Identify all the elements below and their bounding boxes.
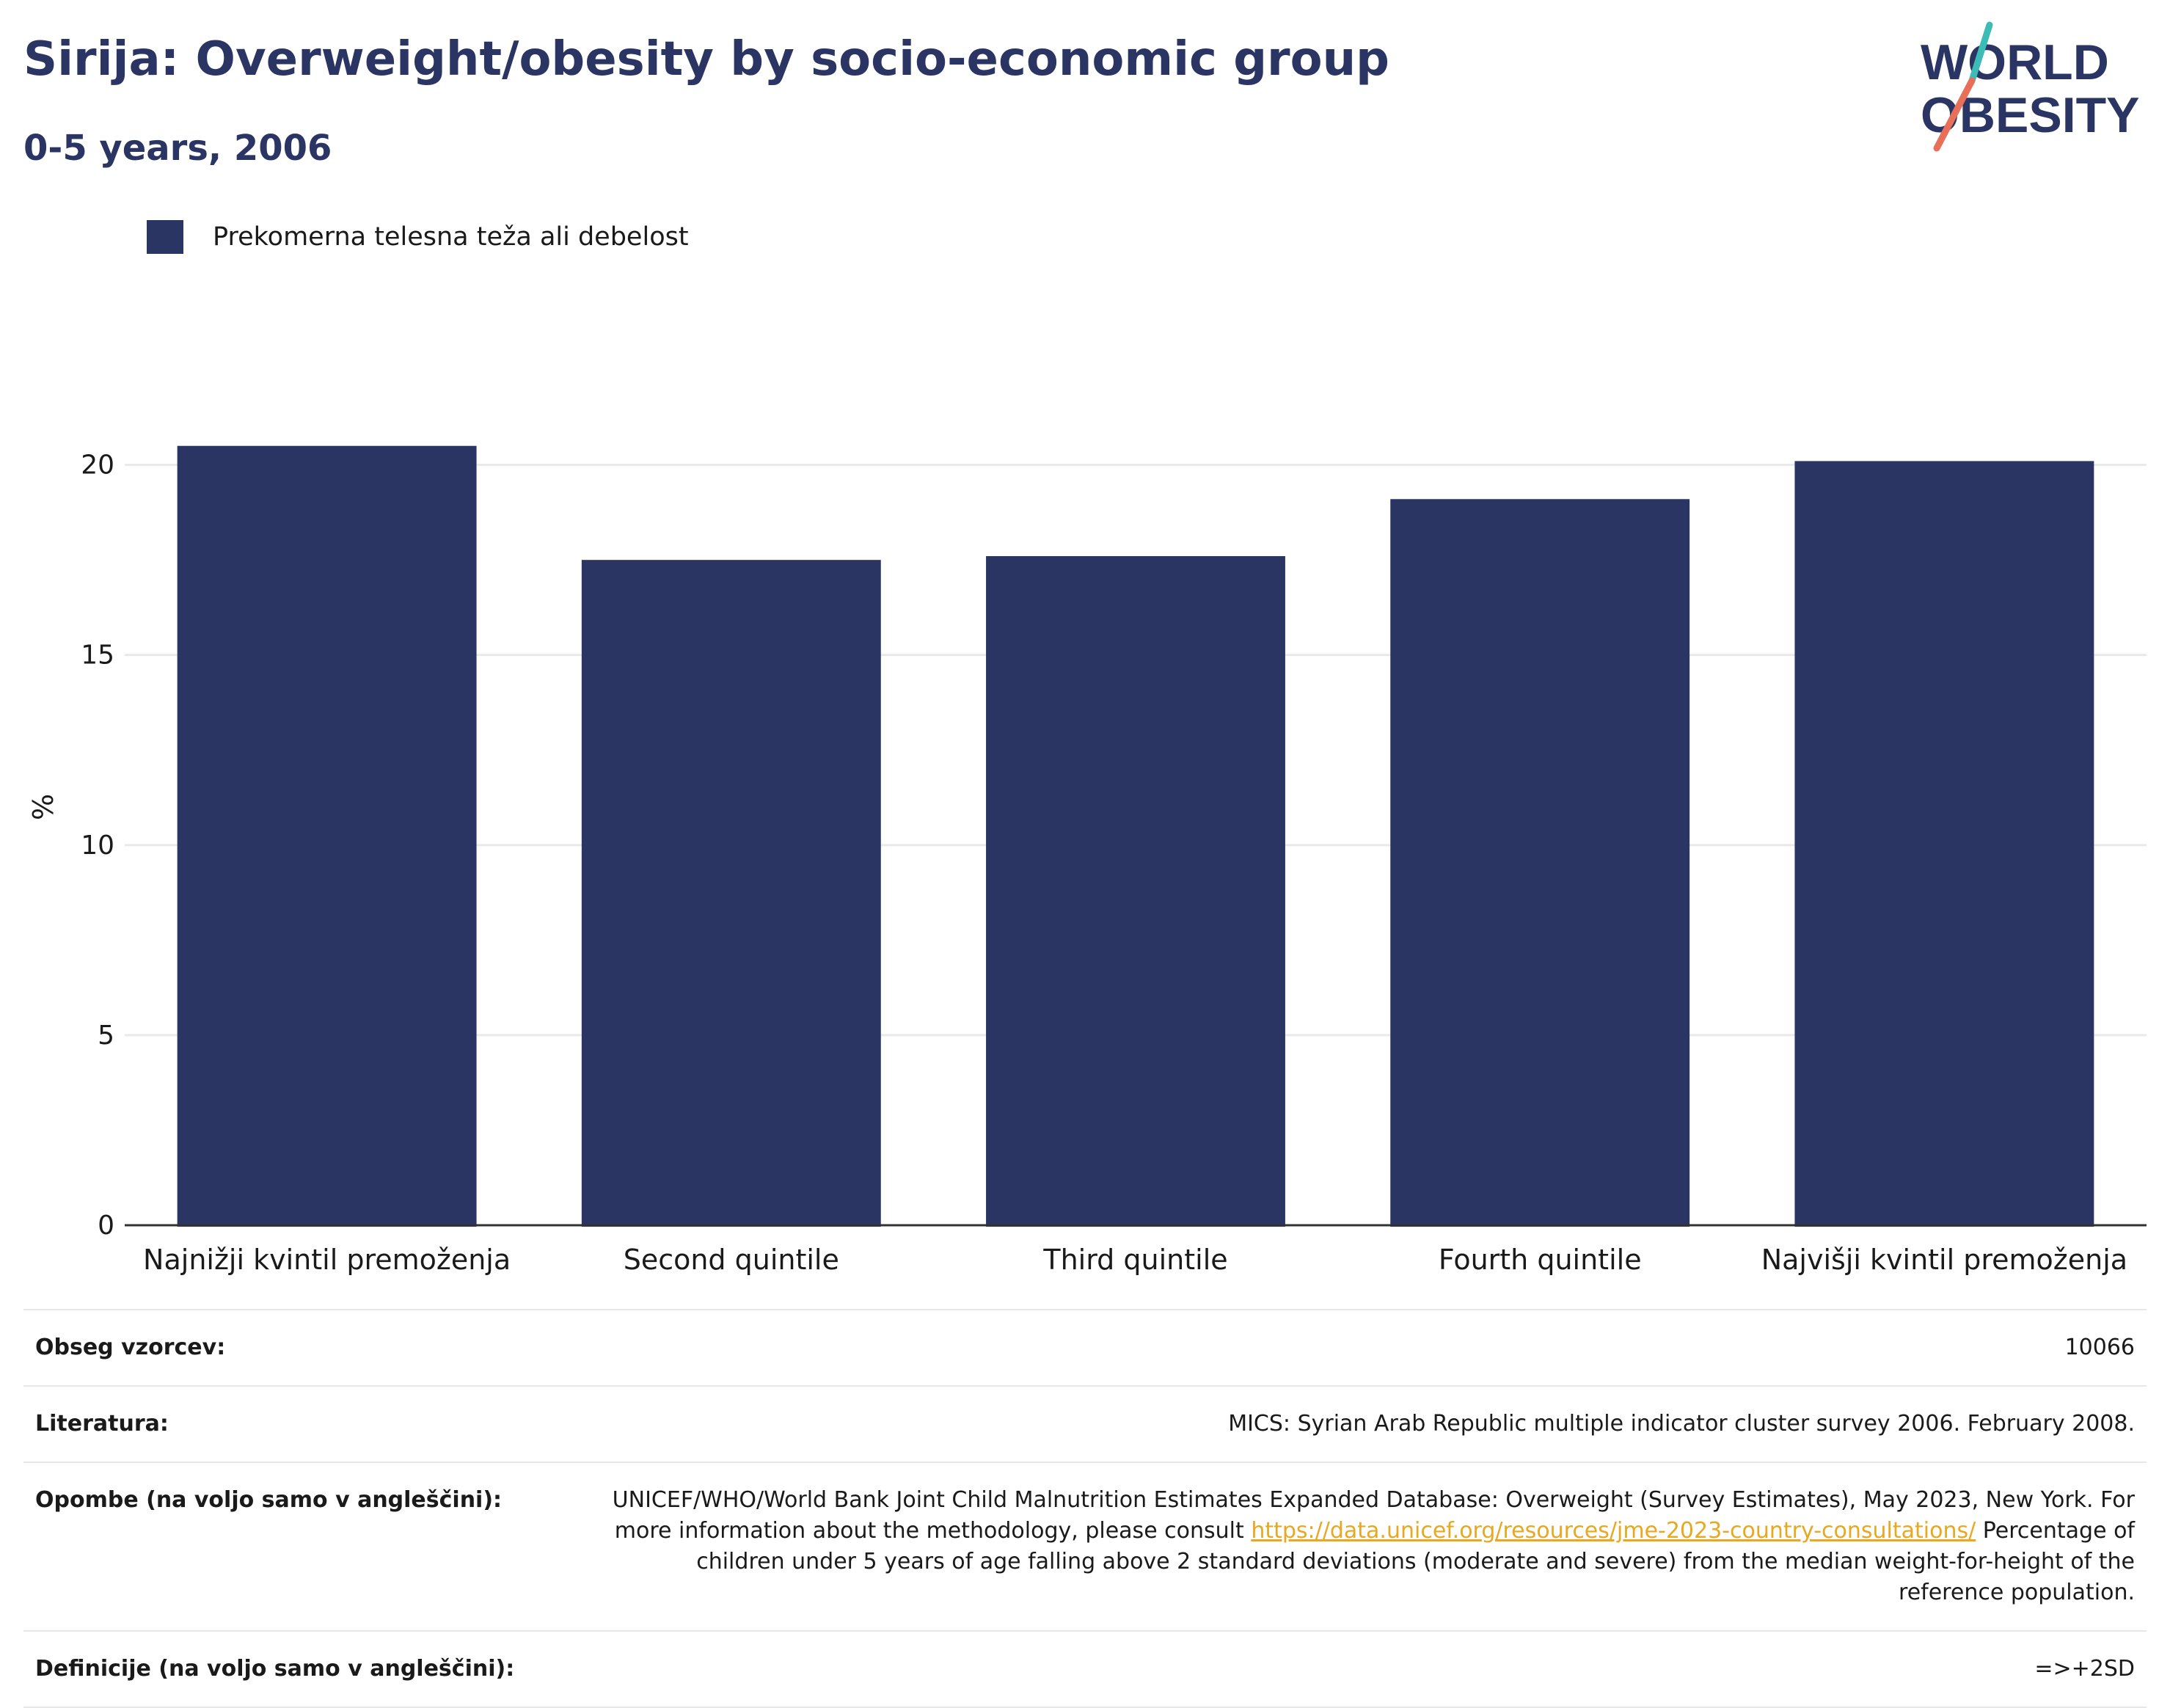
sample-size-label: Obseg vzorcev: [35, 1335, 226, 1360]
bar [1390, 499, 1690, 1227]
x-tick-label: Second quintile [624, 1244, 839, 1276]
world-obesity-logo: WORLD OBESITY [1921, 21, 2140, 152]
info-row-references: Literatura: MICS: Syrian Arab Republic m… [23, 1385, 2147, 1461]
y-axis-label: % [27, 794, 59, 820]
bar [986, 556, 1285, 1227]
bar [1794, 461, 2094, 1227]
x-tick-label: Najnižji kvintil premoženja [143, 1244, 511, 1276]
info-table: Obseg vzorcev: 10066 Literatura: MICS: S… [23, 1309, 2147, 1708]
logo-slash-teal [1968, 21, 1993, 84]
bar-chart: 0 5 10 15 20% Najnižji kvintil premoženja Seco… [27, 445, 2147, 1276]
sample-size-value: 10066 [2064, 1335, 2135, 1360]
notes-value: UNICEF/WHO/World Bank Joint Child Malnut… [590, 1485, 2135, 1608]
legend-label: Prekomerna telesna teža ali debelost [213, 222, 689, 252]
logo-word-world: WORLD [1921, 34, 2109, 90]
y-tick-label: 10 [81, 831, 114, 861]
y-tick-label: 0 [98, 1211, 114, 1241]
x-tick-label: Fourth quintile [1439, 1244, 1642, 1276]
legend-swatch [147, 220, 183, 254]
references-value: MICS: Syrian Arab Republic multiple indi… [1228, 1411, 2135, 1437]
y-tick-label: 20 [81, 450, 114, 481]
logo-slash-coral [1933, 77, 1976, 152]
chart-title: Sirija: Overweight/obesity by socio-econ… [23, 32, 1389, 87]
references-label: Literatura: [35, 1411, 169, 1437]
legend[interactable]: Prekomerna telesna teža ali debelost [147, 219, 689, 255]
notes-text-2: Percentage of children under 5 years of … [696, 1518, 2135, 1605]
info-row-notes: Opombe (na voljo samo v angleščini): UNI… [23, 1461, 2147, 1630]
info-row-definitions: Definicije (na voljo samo v angleščini):… [23, 1630, 2147, 1708]
definitions-value: =>+2SD [2034, 1656, 2135, 1682]
x-tick-label: Najvišji kvintil premoženja [1761, 1244, 2127, 1276]
definitions-label: Definicije (na voljo samo v angleščini): [35, 1656, 515, 1682]
x-tick-label: Third quintile [1042, 1244, 1227, 1276]
notes-link[interactable]: https://data.unicef.org/resources/jme-20… [1251, 1518, 1976, 1544]
chart-subtitle: 0-5 years, 2006 [23, 128, 332, 169]
y-tick-label: 15 [81, 640, 114, 671]
notes-label: Opombe (na voljo samo v angleščini): [35, 1487, 503, 1513]
y-tick-label: 5 [98, 1021, 114, 1051]
info-row-sample-size: Obseg vzorcev: 10066 [23, 1309, 2147, 1385]
bar [581, 560, 881, 1227]
notes-text-1: UNICEF/WHO/World Bank Joint Child Malnut… [612, 1487, 2135, 1544]
bar [177, 445, 477, 1227]
